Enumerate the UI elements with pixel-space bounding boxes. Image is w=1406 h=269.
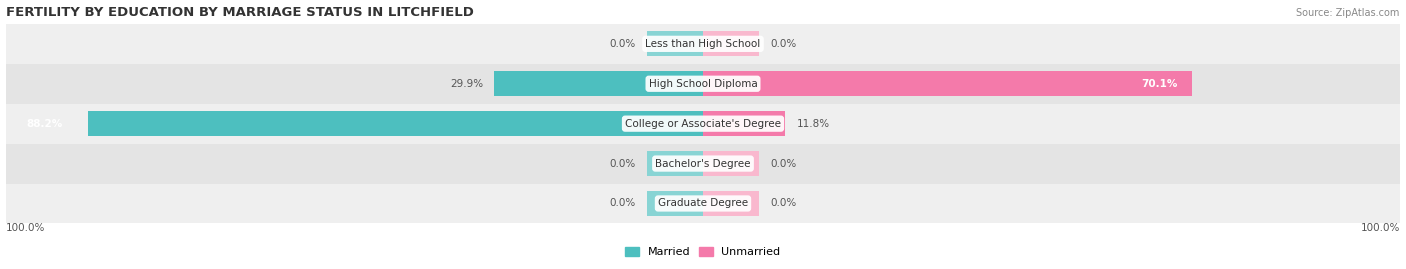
Text: Graduate Degree: Graduate Degree xyxy=(658,199,748,208)
Bar xyxy=(703,71,1192,96)
Text: 0.0%: 0.0% xyxy=(610,158,636,169)
Text: 0.0%: 0.0% xyxy=(610,39,636,49)
Bar xyxy=(6,144,1400,183)
Bar xyxy=(703,191,759,216)
Bar xyxy=(703,111,786,136)
Text: 100.0%: 100.0% xyxy=(6,224,45,233)
Bar xyxy=(6,104,1400,144)
Text: 0.0%: 0.0% xyxy=(610,199,636,208)
Text: 0.0%: 0.0% xyxy=(770,158,796,169)
Bar xyxy=(647,191,703,216)
Bar xyxy=(6,24,1400,64)
Text: FERTILITY BY EDUCATION BY MARRIAGE STATUS IN LITCHFIELD: FERTILITY BY EDUCATION BY MARRIAGE STATU… xyxy=(6,6,474,19)
Text: 0.0%: 0.0% xyxy=(770,199,796,208)
Text: 29.9%: 29.9% xyxy=(450,79,484,89)
Text: College or Associate's Degree: College or Associate's Degree xyxy=(626,119,780,129)
Bar xyxy=(647,151,703,176)
Text: Bachelor's Degree: Bachelor's Degree xyxy=(655,158,751,169)
Bar xyxy=(6,183,1400,224)
Bar xyxy=(6,64,1400,104)
Text: 0.0%: 0.0% xyxy=(770,39,796,49)
Text: 88.2%: 88.2% xyxy=(27,119,63,129)
Text: 11.8%: 11.8% xyxy=(796,119,830,129)
Bar xyxy=(495,71,703,96)
Text: 70.1%: 70.1% xyxy=(1142,79,1178,89)
Legend: Married, Unmarried: Married, Unmarried xyxy=(621,242,785,262)
Text: Less than High School: Less than High School xyxy=(645,39,761,49)
Bar xyxy=(647,31,703,56)
Text: Source: ZipAtlas.com: Source: ZipAtlas.com xyxy=(1295,8,1399,18)
Bar xyxy=(87,111,703,136)
Text: 100.0%: 100.0% xyxy=(1361,224,1400,233)
Bar xyxy=(703,31,759,56)
Text: High School Diploma: High School Diploma xyxy=(648,79,758,89)
Bar xyxy=(703,151,759,176)
